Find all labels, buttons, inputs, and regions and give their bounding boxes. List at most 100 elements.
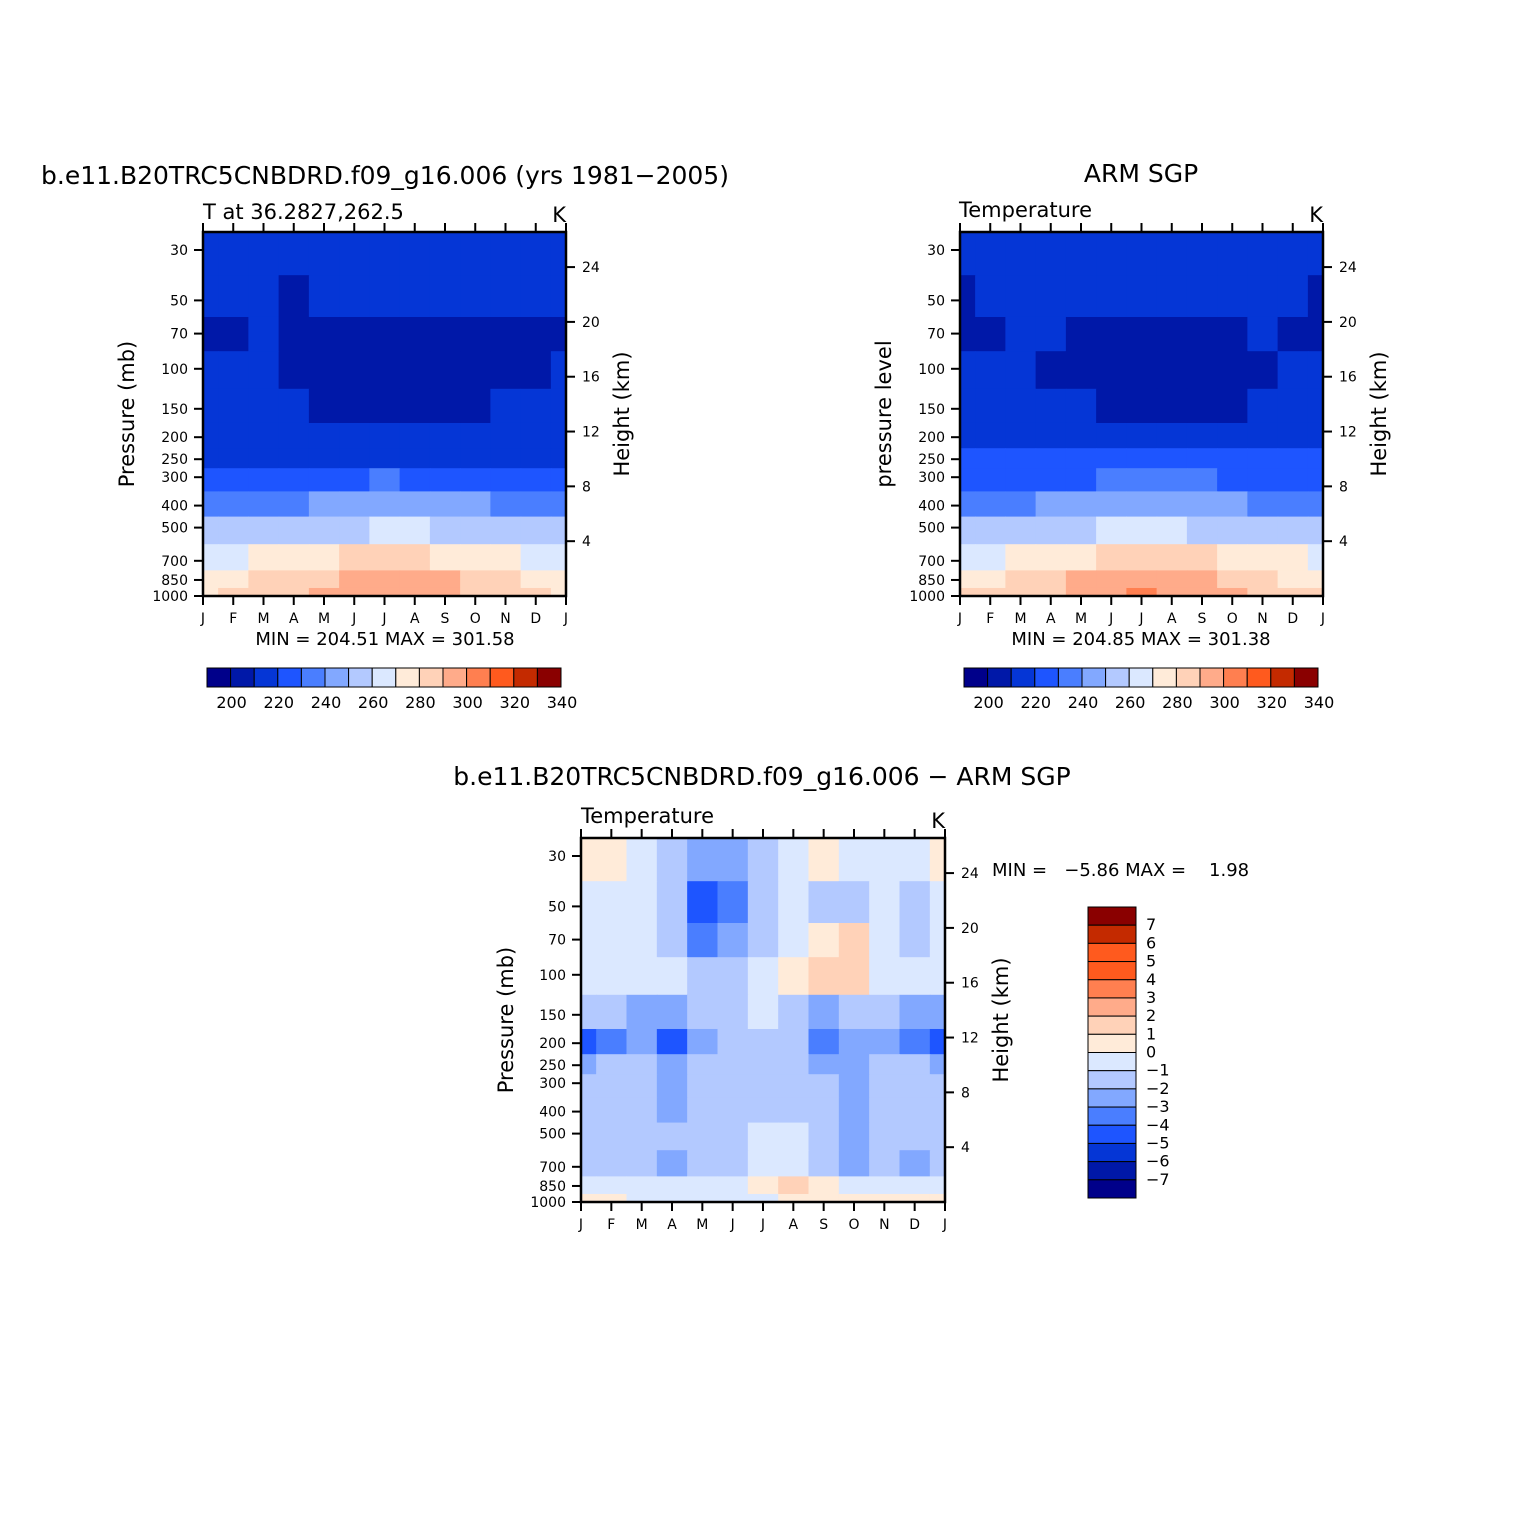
heatmap-cell [1035,468,1067,492]
heatmap-cell [520,587,552,596]
heatmap-cell [550,232,566,276]
y-tick-label: 500 [161,521,188,537]
x-tick-label: J [942,1217,947,1233]
colorbar-box [1087,1070,1137,1090]
heatmap-cell [596,1176,628,1195]
x-tick-label: A [410,611,420,627]
heatmap-cell [1005,232,1037,276]
heatmap-cell [308,351,340,390]
heatmap-cell [1217,448,1248,469]
heatmap-cell [778,1122,810,1151]
heatmap-cell [929,1097,945,1124]
heatmap-cell [550,275,566,318]
heatmap-cell [1035,388,1067,424]
heatmap-cell [1035,232,1067,276]
heatmap-cell [581,1122,597,1151]
colorbar-label: 6 [1146,933,1156,952]
heatmap-cell [656,1097,688,1124]
panel-obs-ylabel: pressure level [872,340,896,487]
heatmap-cell [808,1122,840,1151]
colorbar-box [348,667,373,688]
plot-area-obs: J F M A M J J A S O N D J 30 50 70 100 150 200 250 300 400 500… [909,223,1357,627]
panel-diff-units: K [931,809,946,833]
x-tick-label: J [1108,611,1113,627]
y-tick-label: 100 [161,362,188,378]
colorbar-label: 260 [1115,693,1146,712]
panel-model: b.e11.B20TRC5CNBDRD.f09_g16.006 (yrs 198… [41,161,729,712]
heatmap-cell [1307,570,1323,589]
heatmap-cell [203,351,219,390]
heatmap-cell [626,957,658,996]
heatmap-cell [869,838,901,882]
heatmap-cell [490,516,522,545]
heatmap-cell [975,448,1006,469]
heatmap-cell [899,994,931,1030]
heatmap-cell [339,232,370,276]
heatmap-cell [550,448,566,469]
heatmap-cell [1096,544,1127,571]
heatmap-cell [1156,388,1188,424]
heatmap-cell [808,994,840,1030]
heatmap-cell [581,1097,597,1124]
y-tick-label: 400 [918,499,945,515]
heatmap-cell [369,570,401,589]
heatmap-cell [248,351,280,390]
y-tick-label: 400 [161,499,188,515]
heatmap-cell [1096,587,1127,596]
heatmap-cell [308,388,340,424]
colorbar-label: 240 [311,693,342,712]
heatmap-cell [929,1193,945,1202]
heatmap-cell [869,1122,901,1151]
x-tick-label: J [351,611,356,627]
height-tick-label: 4 [582,534,591,550]
heatmap-cell [218,491,249,518]
heatmap-cell [1156,275,1188,318]
heatmap-cell [460,422,491,449]
heatmap-cell [308,544,340,571]
heatmap-cell [550,544,566,571]
heatmap-cell [429,570,461,589]
height-tick-label: 4 [1339,534,1348,550]
heatmap-cell [203,388,219,424]
y-tick-label: 700 [539,1160,566,1176]
heatmap-cell [1065,388,1097,424]
heatmap-cell [1307,587,1323,596]
x-tick-label: J [563,611,568,627]
heatmap-cell [717,1193,749,1202]
y-tick-label: 850 [918,573,945,589]
heatmap-cell [656,1176,688,1195]
heatmap-cell [656,1054,688,1075]
heatmap-cell [1126,275,1158,318]
heatmap-cell [687,1074,719,1098]
heatmap-cell [1186,468,1218,492]
heatmap-cell [490,570,522,589]
panel-diff-left-label: Temperature [580,804,714,828]
y-tick-label: 300 [539,1076,566,1092]
x-tick-label: S [819,1217,828,1233]
heatmap-cell [596,838,628,882]
heatmap-cell [808,1193,840,1202]
colorbar-label: 340 [547,693,578,712]
heatmap-cell [490,544,522,571]
heatmap-cell [1247,422,1279,449]
heatmap-cell [1126,544,1158,571]
heatmap-cell [1005,544,1037,571]
heatmap-cell [278,587,310,596]
colorbar-box [324,667,350,688]
heatmap-cell [581,1193,597,1202]
heatmap-cell [308,516,340,545]
heatmap-cell [778,881,810,924]
heatmap-cell [717,838,749,882]
heatmap-cell [490,468,522,492]
colorbar-box [1087,1052,1137,1072]
heatmap-cell [747,1122,779,1151]
heatmap-cell [278,570,310,589]
heatmap-cell [1065,316,1097,352]
heatmap-cell [929,1122,945,1151]
heatmap-cell [581,1176,597,1195]
heatmap-cell [308,316,340,352]
y-tick-label: 500 [918,521,945,537]
heatmap-cell [218,275,249,318]
heatmap-cell [808,1054,840,1075]
heatmap-cell [1217,544,1248,571]
